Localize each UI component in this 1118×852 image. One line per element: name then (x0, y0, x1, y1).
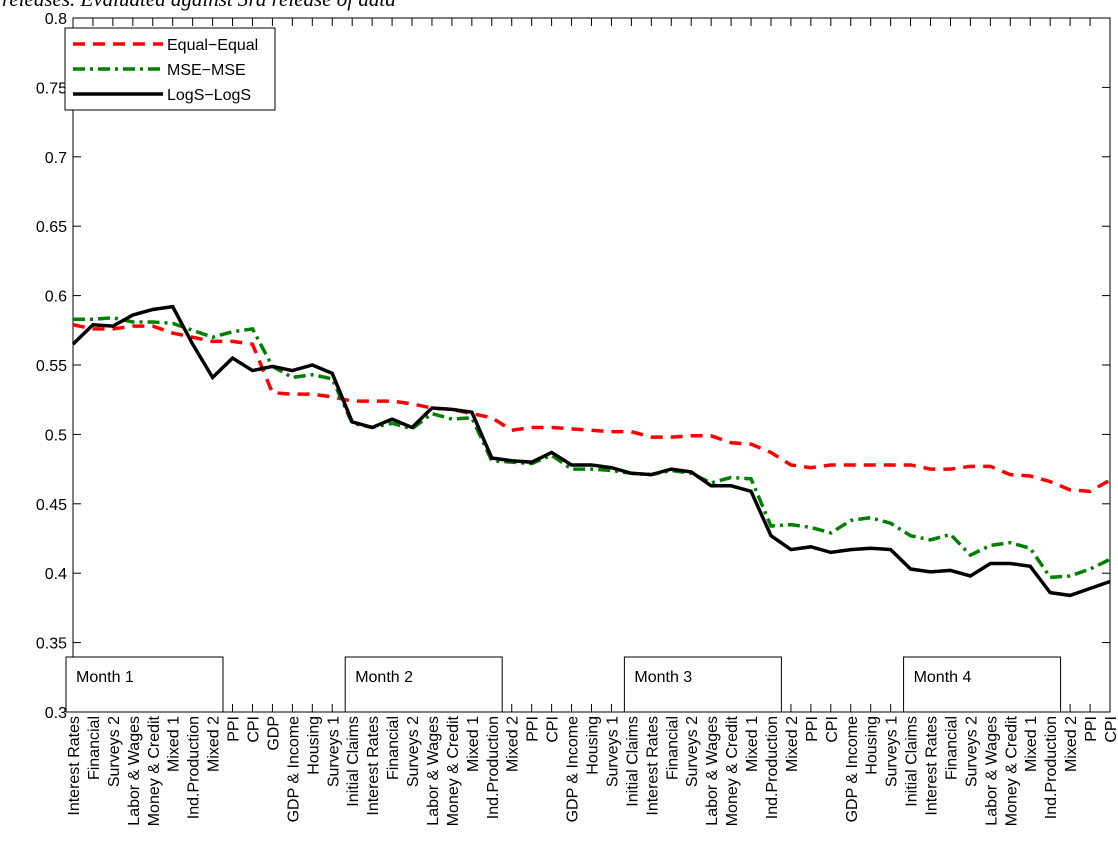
legend-label: Equal−Equal (167, 37, 258, 54)
chart-title: releases. Evaluated against 3rd release … (2, 0, 396, 11)
x-tick-label: Mixed 2 (505, 716, 522, 772)
y-tick-label: 0.45 (36, 497, 67, 514)
x-tick-label: PPI (226, 716, 243, 742)
x-tick-label: Initial Claims (624, 716, 641, 807)
x-tick-label: Labor & Wages (425, 716, 442, 826)
legend-label: LogS−LogS (167, 87, 251, 104)
x-tick-label: Mixed 1 (744, 716, 761, 772)
x-tick-label: Surveys 2 (405, 716, 422, 787)
x-tick-label: CPI (245, 716, 262, 743)
x-tick-label: Mixed 1 (465, 716, 482, 772)
y-tick-label: 0.6 (45, 289, 67, 306)
x-tick-label: PPI (1083, 716, 1100, 742)
x-tick-label: Interest Rates (365, 716, 382, 816)
x-tick-label: Surveys 1 (604, 716, 621, 787)
x-tick-label: Ind.Production (186, 716, 203, 819)
x-tick-label: CPI (1103, 716, 1118, 743)
month-label: Month 3 (634, 669, 692, 686)
x-tick-label: Ind.Production (485, 716, 502, 819)
x-tick-label: Interest Rates (644, 716, 661, 816)
y-tick-label: 0.5 (45, 427, 67, 444)
x-tick-label: Ind.Production (764, 716, 781, 819)
month-box (344, 656, 503, 713)
month-label: Month 4 (914, 669, 972, 686)
x-tick-label: Interest Rates (924, 716, 941, 816)
x-tick-label: Financial (385, 716, 402, 780)
x-tick-label: PPI (804, 716, 821, 742)
x-tick-label: Mixed 1 (1023, 716, 1040, 772)
x-tick-label: Ind.Production (1043, 716, 1060, 819)
y-tick-label: 0.3 (45, 705, 67, 722)
x-tick-label: Labor & Wages (704, 716, 721, 826)
month-box (623, 656, 782, 713)
x-tick-label: Housing (305, 716, 322, 775)
x-tick-label: CPI (545, 716, 562, 743)
y-tick-label: 0.4 (45, 566, 67, 583)
x-tick-label: Money & Credit (724, 715, 741, 826)
plot-frame (72, 17, 1111, 713)
x-tick-label: Financial (664, 716, 681, 780)
x-tick-label: GDP & Income (565, 716, 582, 823)
x-tick-label: CPI (824, 716, 841, 743)
series-line (73, 316, 1111, 580)
x-tick-label: Surveys 1 (884, 716, 901, 787)
x-tick-label: Financial (86, 716, 103, 780)
month-label: Month 2 (355, 669, 413, 686)
x-tick-label: Surveys 2 (684, 716, 701, 787)
legend-label: MSE−MSE (167, 62, 246, 79)
y-tick-label: 0.75 (36, 80, 67, 97)
series-line (72, 323, 1111, 494)
month-box (903, 656, 1062, 713)
x-tick-label: Labor & Wages (126, 716, 143, 826)
x-tick-label: GDP & Income (285, 716, 302, 823)
x-tick-label: PPI (525, 716, 542, 742)
x-tick-label: GDP (265, 716, 282, 751)
x-tick-label: Mixed 1 (166, 716, 183, 772)
x-tick-label: Housing (585, 716, 602, 775)
x-tick-label: Labor & Wages (983, 716, 1000, 826)
x-tick-label: Money & Credit (445, 715, 462, 826)
x-tick-label: GDP & Income (844, 716, 861, 823)
x-tick-label: Mixed 2 (206, 716, 223, 772)
x-tick-label: Financial (943, 716, 960, 780)
y-tick-label: 0.7 (45, 150, 67, 167)
y-tick-label: 0.65 (36, 219, 67, 236)
x-tick-label: Interest Rates (66, 716, 83, 816)
x-tick-label: Mixed 2 (1063, 716, 1080, 772)
x-tick-label: Money & Credit (1003, 715, 1020, 826)
x-tick-label: Surveys 2 (963, 716, 980, 787)
x-tick-label: Initial Claims (345, 716, 362, 807)
x-tick-label: Money & Credit (146, 715, 163, 826)
x-tick-label: Initial Claims (904, 716, 921, 807)
month-label: Month 1 (76, 669, 134, 686)
y-tick-label: 0.35 (36, 636, 67, 653)
y-tick-label: 0.8 (45, 11, 67, 28)
x-tick-label: Surveys 2 (106, 716, 123, 787)
series-line (71, 304, 1111, 598)
x-tick-label: Surveys 1 (325, 716, 342, 787)
month-box (65, 656, 224, 713)
x-tick-label: Housing (864, 716, 881, 775)
x-tick-label: Mixed 2 (784, 716, 801, 772)
y-tick-label: 0.55 (36, 358, 67, 375)
